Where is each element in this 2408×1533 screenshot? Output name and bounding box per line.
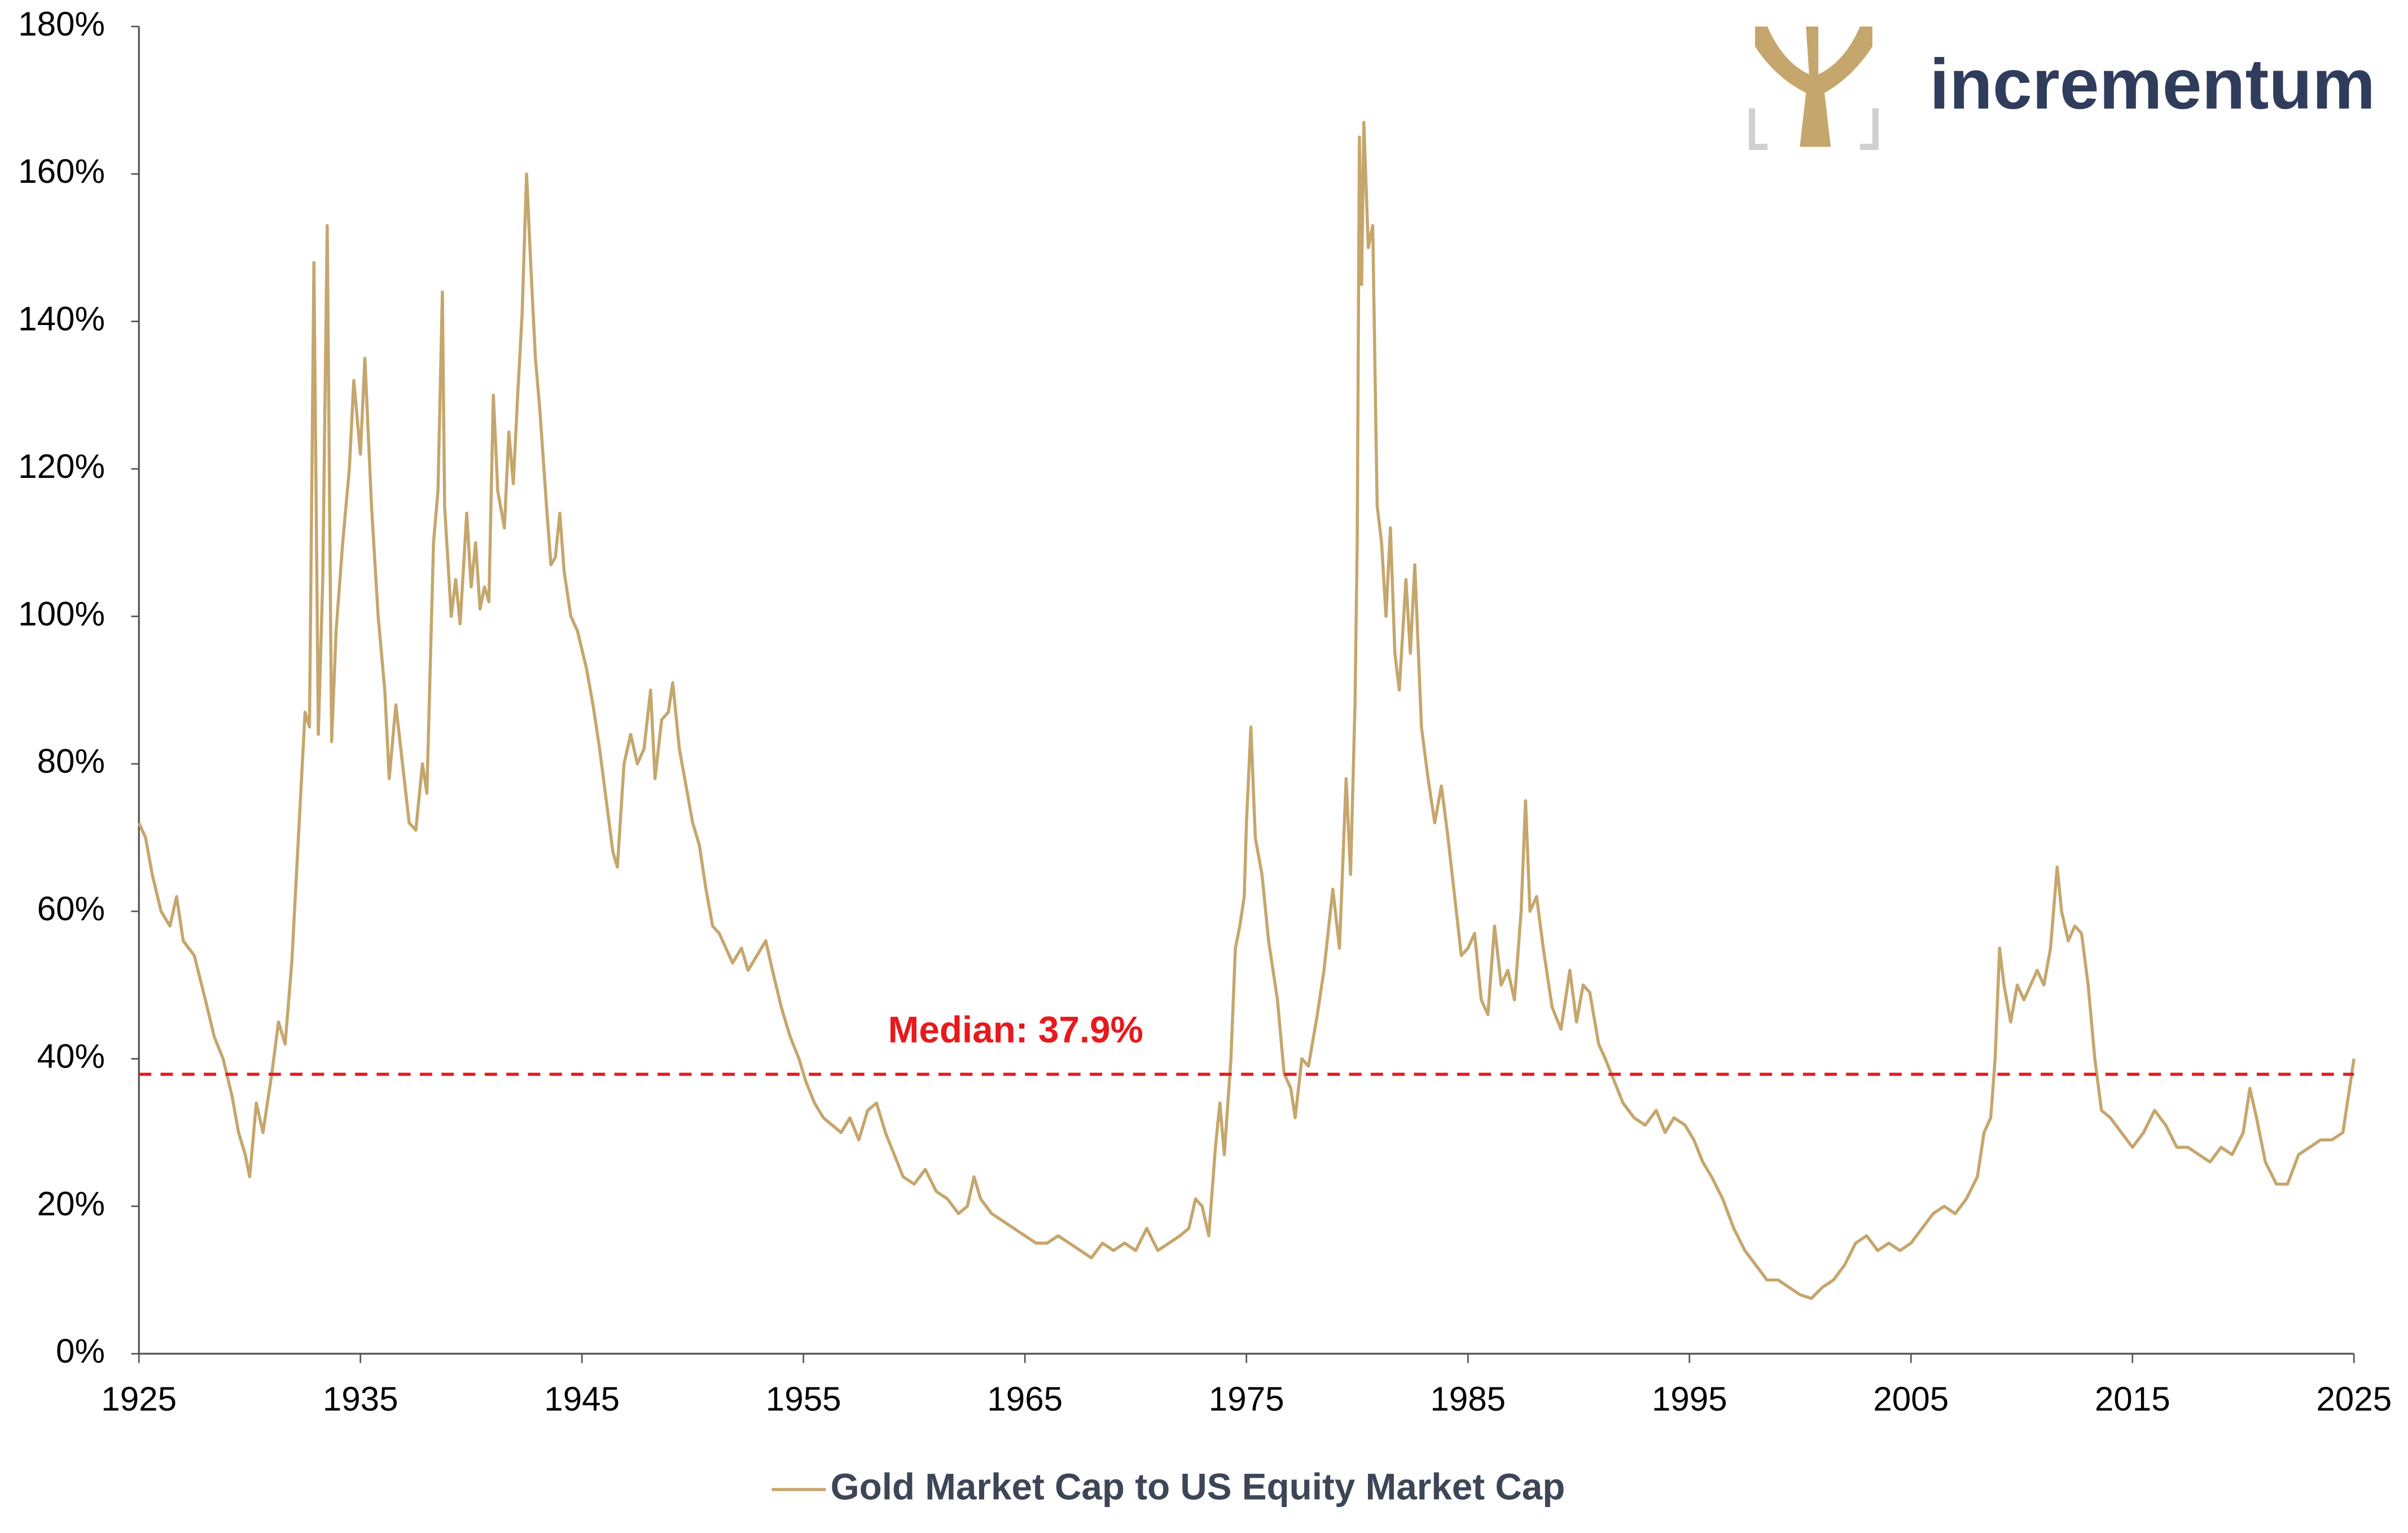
y-tick-label: 20%	[37, 1185, 105, 1223]
y-tick-label: 180%	[18, 5, 105, 43]
x-tick-label: 1945	[544, 1380, 620, 1418]
y-tick-label: 100%	[18, 595, 105, 632]
x-tick-label: 2025	[2316, 1380, 2392, 1418]
x-tick-label: 1985	[1430, 1380, 1506, 1418]
y-tick-label: 120%	[18, 447, 105, 485]
x-tick-label: 1995	[1652, 1380, 1727, 1418]
y-tick-label: 60%	[37, 890, 105, 928]
legend: Gold Market Cap to US Equity Market Cap	[771, 1466, 1565, 1507]
x-tick-label: 2005	[1873, 1380, 1949, 1418]
logo-tree	[1755, 26, 1872, 147]
y-tick-label: 0%	[56, 1332, 105, 1370]
data-line	[137, 121, 2356, 1300]
logo-text: incrementum	[1929, 44, 2375, 124]
x-tick-label: 1965	[987, 1380, 1063, 1418]
logo-base	[1749, 108, 1879, 150]
x-tick-label: 1925	[101, 1380, 177, 1418]
x-tick-label: 1935	[323, 1380, 398, 1418]
y-tick-label: 160%	[18, 152, 105, 190]
logo-icon	[1749, 26, 1879, 150]
median-label: Median: 37.9%	[888, 1009, 1143, 1050]
y-tick-label: 140%	[18, 300, 105, 338]
legend-label: Gold Market Cap to US Equity Market Cap	[831, 1466, 1565, 1507]
x-tick-label: 1955	[766, 1380, 841, 1418]
y-tick-label: 40%	[37, 1037, 105, 1075]
x-tick-label: 1975	[1209, 1380, 1284, 1418]
y-tick-label: 80%	[37, 743, 105, 780]
x-tick-label: 2015	[2095, 1380, 2170, 1418]
